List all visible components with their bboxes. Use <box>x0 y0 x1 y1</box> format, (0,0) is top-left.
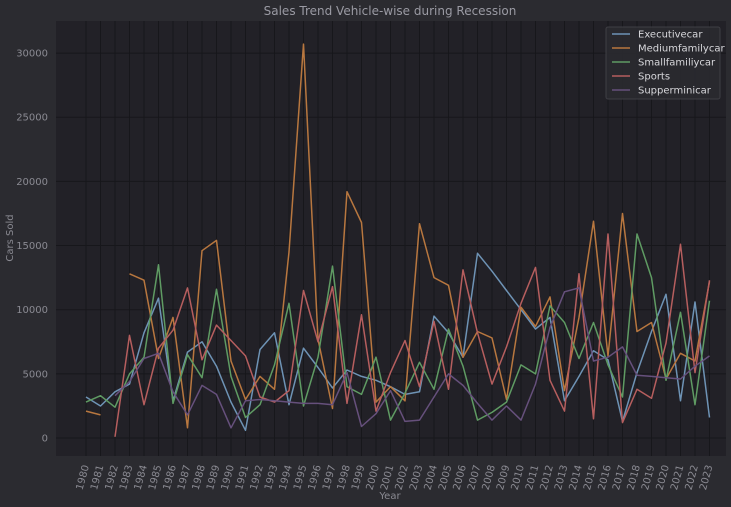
legend: Executivecar Mediumfamilycar Smallfamiliyc… <box>605 26 725 100</box>
legend-label: Mediumfamilycar <box>638 44 725 55</box>
series-line <box>114 233 711 437</box>
chart-title: Sales Trend Vehicle-wise during Recessio… <box>264 4 517 18</box>
legend-label: Supperminicar <box>638 86 712 97</box>
y-tick-label: 5000 <box>23 369 48 380</box>
legend-label: Smallfamiliycar <box>638 58 716 69</box>
legend-label: Sports <box>638 72 670 83</box>
y-axis-ticks: 0 5000 10000 15000 20000 25000 30000 <box>16 49 48 445</box>
y-tick-label: 10000 <box>16 305 48 316</box>
legend-box <box>605 26 721 100</box>
y-tick-label: 20000 <box>16 177 48 188</box>
series-lines <box>85 43 711 437</box>
series-line <box>85 43 711 429</box>
series-line <box>114 287 710 429</box>
y-tick-label: 0 <box>42 434 48 445</box>
x-axis-label: Year <box>378 491 401 502</box>
y-tick-label: 15000 <box>16 241 48 252</box>
legend-label: Executivecar <box>638 30 703 41</box>
y-tick-label: 30000 <box>16 49 48 60</box>
y-axis-label: Cars Sold <box>5 214 16 261</box>
y-tick-label: 25000 <box>16 113 48 124</box>
